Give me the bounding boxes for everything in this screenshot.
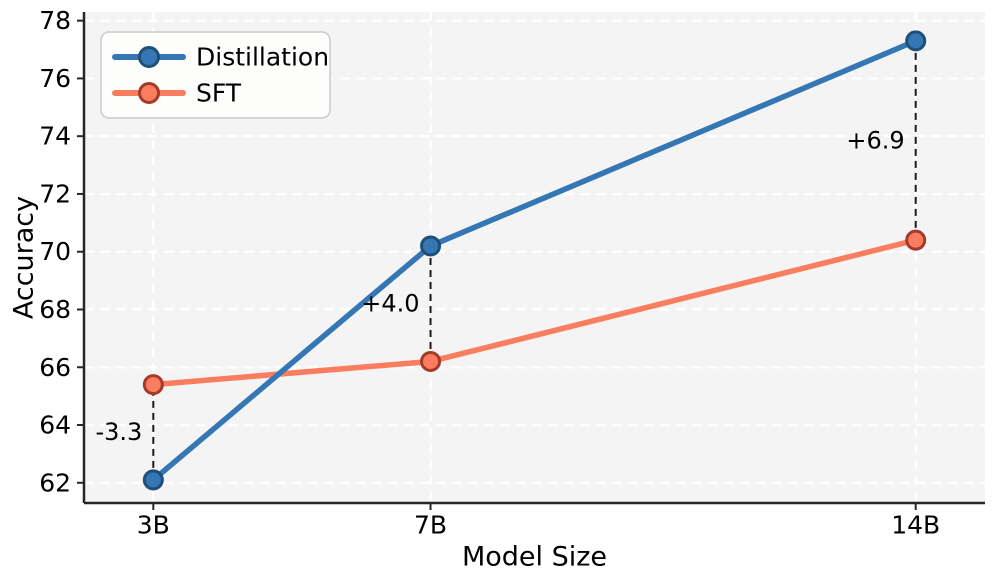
data-marker <box>905 229 927 251</box>
spines <box>82 12 985 505</box>
data-marker <box>142 469 164 491</box>
tick-labels: 62 64 66 68 70 72 74 76 78 3B 7B 14B <box>39 6 940 539</box>
data-marker <box>142 374 164 396</box>
x-axis-label: Model Size <box>462 542 607 573</box>
legend-label: SFT <box>196 79 242 108</box>
delta-connectors <box>152 40 917 480</box>
y-tick-label: 66 <box>39 353 71 382</box>
data-marker <box>420 350 442 372</box>
data-marker <box>905 30 927 52</box>
annotation-label: +6.9 <box>846 127 904 155</box>
y-tick-label: 70 <box>39 237 71 266</box>
x-tick-label: 14B <box>891 511 940 540</box>
gridlines <box>84 12 985 503</box>
annotation-label: +4.0 <box>361 290 419 318</box>
series-markers-sft <box>142 229 927 396</box>
legend-entry-distillation: Distillation <box>112 43 329 72</box>
y-tick-label: 64 <box>39 411 71 440</box>
legend: Distillation SFT <box>100 31 331 119</box>
y-tick-label: 78 <box>39 6 71 35</box>
legend-marker <box>138 46 160 68</box>
x-tick-label: 3B <box>137 511 170 540</box>
y-tick-label: 72 <box>39 179 71 208</box>
y-tick-label: 68 <box>39 295 71 324</box>
y-axis-label: Accuracy <box>9 196 40 319</box>
data-marker <box>420 235 442 257</box>
annotation-label: -3.3 <box>95 418 142 446</box>
y-tick-label: 62 <box>39 468 71 497</box>
annotations: -3.3 +4.0 +6.9 <box>95 127 904 447</box>
x-tick-label: 7B <box>414 511 447 540</box>
tick-marks <box>77 19 917 510</box>
y-tick-label: 76 <box>39 64 71 93</box>
legend-marker <box>138 82 160 104</box>
y-tick-label: 74 <box>39 122 71 151</box>
series-markers-distillation <box>142 30 927 491</box>
legend-label: Distillation <box>196 43 329 72</box>
legend-entry-sft: SFT <box>112 79 242 108</box>
